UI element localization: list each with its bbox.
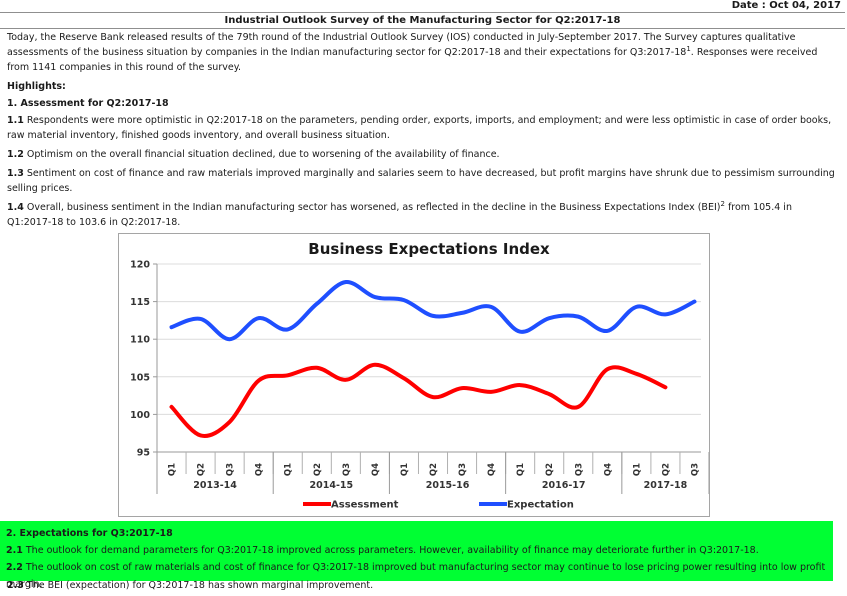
year-label: 2013-14 (193, 480, 237, 491)
highlight-item-1-4: 1.4 Overall, business sentiment in the I… (7, 200, 838, 230)
item-text-end: from 105.4 in Q1:2017-18 to 103.6 in Q2:… (7, 202, 792, 228)
x-tick-label: Q1 (284, 463, 294, 476)
y-tick-label: 120 (130, 260, 150, 271)
expectations-section: 2. Expectations for Q3:2017-18 2.1 The o… (0, 521, 833, 590)
year-label: 2015-16 (426, 480, 470, 491)
date-line: Date : Oct 04, 2017 (0, 0, 845, 12)
x-tick-label: Q1 (516, 463, 526, 476)
x-tick-label: Q3 (342, 463, 352, 476)
x-tick-label: Q4 (255, 463, 265, 476)
legend-label-expectation: Expectation (507, 500, 574, 511)
assessment-heading: 1. Assessment for Q2:2017-18 (7, 98, 169, 109)
item-number: 2.2 (6, 562, 23, 573)
bei-chart: Business Expectations Index 95 100 105 110 11… (118, 233, 710, 517)
x-tick-label: Q3 (574, 463, 584, 476)
item-text: Overall, business sentiment in the India… (26, 202, 721, 213)
item-text: The outlook on cost of raw materials and… (6, 562, 826, 590)
legend-label-assessment: Assessment (331, 500, 399, 511)
highlights-heading: Highlights: (7, 81, 66, 92)
year-label: 2016-17 (542, 480, 586, 491)
item-number: 1.1 (7, 115, 24, 126)
article-body: Today, the Reserve Bank released results… (7, 30, 838, 234)
expectations-heading: 2. Expectations for Q3:2017-18 (6, 528, 173, 539)
y-tick-label: 115 (130, 297, 150, 308)
item-text: Respondents were more optimistic in Q2:2… (7, 115, 832, 141)
x-tick-label: Q1 (168, 463, 178, 476)
series-line-expectation (169, 280, 697, 342)
y-tick-label: 105 (130, 372, 150, 383)
x-tick-label: Q3 (226, 463, 236, 476)
expectation-item-2-1: 2.1 The outlook for demand parameters fo… (6, 542, 833, 559)
item-number: 2.1 (6, 545, 23, 556)
x-tick-label: Q2 (313, 463, 323, 476)
series-line-assessment (169, 362, 668, 438)
item-number: 1.3 (7, 168, 24, 179)
x-tick-label: Q2 (429, 463, 439, 476)
highlight-item-1-1: 1.1 Respondents were more optimistic in … (7, 113, 838, 143)
intro-text: Today, the Reserve Bank released results… (7, 32, 796, 58)
y-tick-label: 100 (130, 410, 150, 421)
item-number: 2.3 (7, 580, 24, 591)
item-text: Optimism on the overall financial situat… (26, 149, 500, 160)
intro-text-end: . Responses were received from 1141 comp… (7, 47, 818, 73)
item-text: Sentiment on cost of finance and raw mat… (7, 168, 835, 194)
x-tick-label: Q4 (487, 463, 497, 476)
page-title: Industrial Outlook Survey of the Manufac… (0, 12, 845, 29)
x-tick-label: Q2 (661, 463, 671, 476)
footnote-ref-2[interactable]: 2 (720, 199, 725, 208)
item-number: 1.2 (7, 149, 24, 160)
x-tick-label: Q3 (690, 463, 700, 476)
expectation-item-2-3: 2.3 The BEI (expectation) for Q3:2017-18… (7, 579, 373, 592)
highlight-item-1-2: 1.2 Optimism on the overall financial si… (7, 147, 838, 162)
item-number: 1.4 (7, 202, 24, 213)
x-tick-label: Q2 (197, 463, 207, 476)
footnote-ref-1[interactable]: 1 (686, 44, 691, 53)
x-tick-label: Q4 (603, 463, 613, 476)
year-label: 2014-15 (310, 480, 354, 491)
expectation-item-2-2: 2.2 The outlook on cost of raw materials… (6, 559, 833, 593)
item-text: The outlook for demand parameters for Q3… (25, 545, 759, 556)
x-tick-label: Q1 (400, 463, 410, 476)
item-text: The BEI (expectation) for Q3:2017-18 has… (26, 580, 374, 591)
x-tick-label: Q2 (545, 463, 555, 476)
x-tick-label: Q1 (632, 463, 642, 476)
x-tick-label: Q3 (458, 463, 468, 476)
y-tick-label: 110 (130, 335, 150, 346)
highlight-item-1-3: 1.3 Sentiment on cost of finance and raw… (7, 166, 838, 196)
year-label: 2017-18 (644, 480, 688, 491)
intro-paragraph: Today, the Reserve Bank released results… (7, 30, 838, 75)
bei-chart-svg: Business Expectations Index 95 100 105 110 11… (130, 240, 709, 511)
x-tick-label: Q4 (371, 463, 381, 476)
release-date: Date : Oct 04, 2017 (731, 0, 841, 11)
y-tick-label: 95 (137, 448, 150, 459)
chart-title: Business Expectations Index (308, 240, 550, 258)
